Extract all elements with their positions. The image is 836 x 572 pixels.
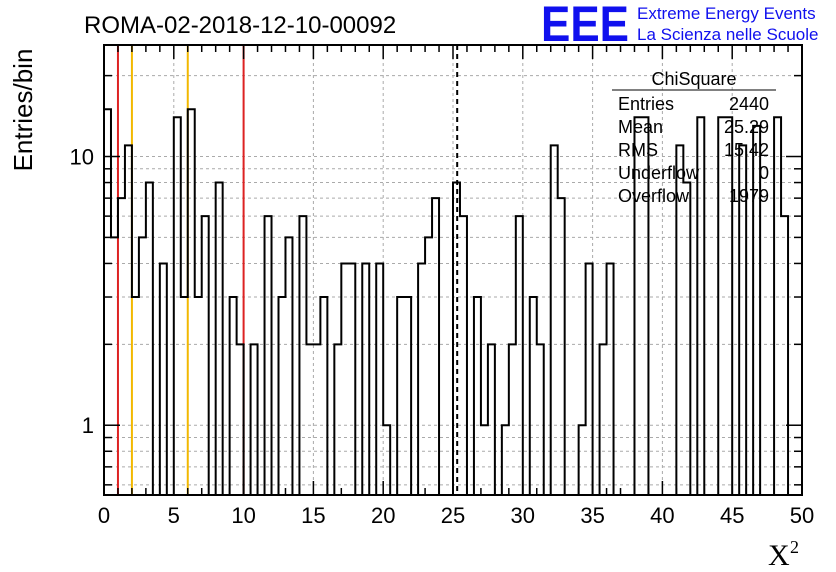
eee-logo: EEE Extreme Energy Events La Scienza nel…: [541, 0, 818, 52]
histogram-bin: [334, 344, 341, 495]
histogram-bin: [460, 216, 467, 495]
histogram-bin: [265, 216, 272, 495]
histogram-bin: [551, 145, 558, 495]
histogram-bin: [285, 237, 292, 495]
histogram-bin: [537, 344, 544, 495]
stats-value: 2440: [729, 94, 769, 114]
histogram-bin: [502, 425, 509, 495]
x-tick-label: 20: [371, 503, 395, 528]
stats-label: Underflow: [618, 163, 700, 183]
stats-box: ChiSquare Entries 2440 Mean 25.29 RMS 15.42 Und…: [612, 69, 776, 206]
logo-line-2: La Scienza nelle Scuole: [637, 25, 818, 44]
histogram-bin: [376, 263, 383, 495]
x-axis-title-superscript: 2: [790, 537, 799, 557]
histogram-bin: [230, 297, 237, 495]
histogram-bin: [530, 297, 537, 495]
stats-title: ChiSquare: [651, 69, 736, 89]
histogram-bin: [320, 297, 327, 495]
histogram-bin: [341, 263, 348, 495]
x-tick-label: 15: [301, 503, 325, 528]
histogram-bin: [781, 216, 788, 495]
histogram-bin: [397, 297, 404, 495]
histogram-bin: [125, 145, 132, 495]
stats-label: Mean: [618, 117, 663, 137]
logo-line-1: Extreme Energy Events: [637, 4, 816, 23]
stats-label: RMS: [618, 140, 658, 160]
histogram-bin: [453, 183, 460, 495]
histogram-bin: [579, 425, 586, 495]
stats-value: 25.29: [724, 117, 769, 137]
histogram-bin: [404, 297, 411, 495]
x-tick-label: 30: [511, 503, 535, 528]
x-tick-label: 10: [231, 503, 255, 528]
histogram-bin: [600, 344, 607, 495]
histogram-bin: [516, 216, 523, 495]
histogram-bin: [348, 263, 355, 495]
stats-label: Entries: [618, 94, 674, 114]
y-tick-label: 1: [82, 413, 94, 438]
histogram-bin: [362, 263, 369, 495]
histogram-bin: [418, 263, 425, 495]
axes: 0 5 10 15 20 25 30 35 40 45 50 1 10: [70, 44, 814, 528]
histogram-bin: [607, 263, 614, 495]
stats-value: 0: [759, 163, 769, 183]
histogram-bin: [174, 117, 181, 495]
histogram-bin: [146, 183, 153, 495]
histogram-bin: [509, 344, 516, 495]
histogram-bin: [718, 117, 725, 495]
x-tick-label: 40: [650, 503, 674, 528]
histogram-bin: [725, 117, 732, 495]
histogram-bin: [306, 344, 313, 495]
x-tick-label: 0: [98, 503, 110, 528]
histogram-bin: [181, 297, 188, 495]
x-axis-title: X 2: [768, 537, 799, 572]
x-tick-label: 35: [580, 503, 604, 528]
histogram-bin: [160, 263, 167, 495]
histogram-bin: [251, 344, 258, 495]
y-axis-title: Entries/bin: [8, 49, 38, 172]
histogram-bin: [279, 297, 286, 495]
x-tick-label: 5: [168, 503, 180, 528]
histogram-bin: [425, 237, 432, 495]
x-tick-label: 25: [441, 503, 465, 528]
histogram-bin: [195, 297, 202, 495]
histogram-bin: [299, 216, 306, 495]
histogram-bin: [432, 198, 439, 495]
histogram-bin: [313, 344, 320, 495]
histogram-bin: [237, 344, 244, 495]
y-tick-label: 10: [70, 145, 94, 170]
histogram-bin: [488, 344, 495, 495]
histogram-bin: [132, 297, 139, 495]
histogram-bin: [558, 198, 565, 495]
x-axis-title-main: X: [768, 539, 790, 572]
histogram-steps: [104, 108, 790, 495]
histogram-bin: [111, 237, 118, 495]
stats-value: 1979: [729, 186, 769, 206]
histogram-bin: [586, 263, 593, 495]
histogram-bin: [139, 237, 146, 495]
histogram-series: [104, 108, 790, 495]
histogram-bin: [118, 198, 125, 495]
stats-value: 15.42: [724, 140, 769, 160]
histogram-bin: [683, 183, 690, 495]
histogram-bin: [202, 216, 209, 495]
histogram-bin: [188, 109, 195, 495]
histogram-bin: [474, 297, 481, 495]
histogram-bin: [774, 117, 781, 495]
x-tick-label: 50: [790, 503, 814, 528]
logo-mark: EEE: [541, 0, 629, 52]
stats-label: Overflow: [618, 186, 690, 206]
x-tick-label: 45: [720, 503, 744, 528]
histogram-bin: [216, 183, 223, 495]
histogram-bin: [481, 425, 488, 495]
chart-title: ROMA-02-2018-12-10-00092: [84, 12, 396, 39]
histogram-bin: [383, 425, 390, 495]
